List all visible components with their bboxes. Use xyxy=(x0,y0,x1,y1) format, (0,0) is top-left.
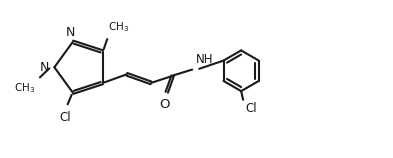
Text: Cl: Cl xyxy=(245,102,257,115)
Text: CH$_3$: CH$_3$ xyxy=(14,81,35,95)
Text: O: O xyxy=(159,98,169,111)
Text: N: N xyxy=(66,26,75,39)
Text: Cl: Cl xyxy=(59,111,71,124)
Text: N: N xyxy=(40,61,49,74)
Text: CH$_3$: CH$_3$ xyxy=(108,20,130,34)
Text: NH: NH xyxy=(196,53,213,67)
